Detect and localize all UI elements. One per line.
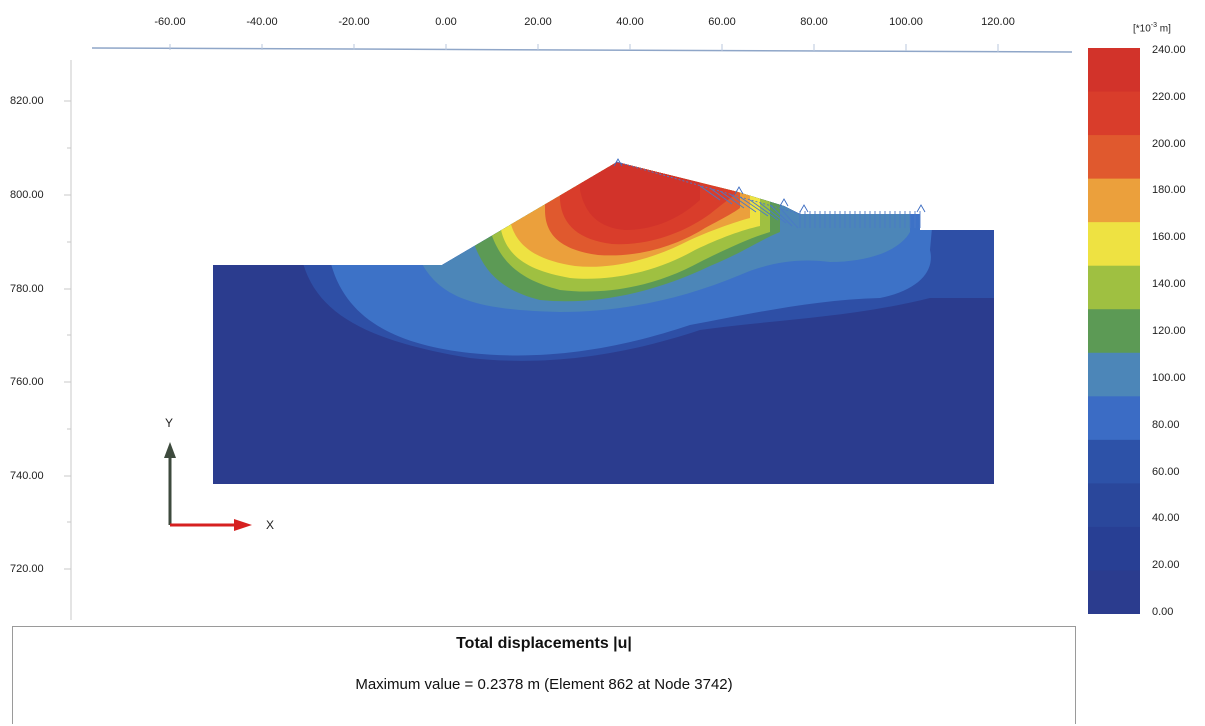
y-tick-label: 740.00 — [10, 470, 44, 482]
triad-y-label: Y — [165, 416, 174, 430]
color-legend-bar — [1088, 48, 1140, 614]
y-tick-label: 780.00 — [10, 283, 44, 295]
left-ruler — [64, 60, 72, 620]
triad-x-label: X — [266, 518, 275, 532]
x-tick-label: -20.00 — [338, 16, 370, 28]
result-info-panel: Total displacements |u| Maximum value = … — [12, 626, 1076, 724]
legend-label: 20.00 — [1152, 559, 1180, 571]
legend-color-band — [1088, 178, 1140, 223]
legend-label: 160.00 — [1152, 231, 1186, 243]
x-tick-label: 20.00 — [524, 16, 552, 28]
load-markers — [613, 158, 926, 213]
y-arrow-icon — [164, 442, 176, 458]
axis-triad — [164, 442, 252, 531]
legend-label: 240.00 — [1152, 44, 1186, 56]
x-tick-label: 100.00 — [889, 16, 923, 28]
legend-label: 60.00 — [1152, 466, 1180, 478]
legend-color-band — [1088, 222, 1140, 267]
legend-color-band — [1088, 439, 1140, 484]
legend-label: 100.00 — [1152, 372, 1186, 384]
x-tick-label: 0.00 — [435, 16, 457, 28]
y-tick-label: 820.00 — [10, 95, 44, 107]
y-tick-label: 720.00 — [10, 563, 44, 575]
legend-label: 120.00 — [1152, 325, 1186, 337]
legend-color-band — [1088, 48, 1140, 93]
legend-color-band — [1088, 526, 1140, 572]
legend-color-band — [1088, 91, 1140, 136]
legend-unit-prefix: [*10 — [1133, 23, 1151, 35]
top-ruler — [91, 44, 1073, 53]
x-tick-label: 120.00 — [981, 16, 1015, 28]
surface-load[interactable] — [613, 158, 926, 229]
legend-color-band — [1088, 483, 1140, 528]
legend-color-band — [1088, 135, 1140, 180]
legend-label: 80.00 — [1152, 419, 1180, 431]
legend-color-band — [1088, 352, 1140, 397]
legend-unit-suffix: m] — [1157, 23, 1171, 35]
result-title: Total displacements |u| — [456, 635, 632, 652]
x-tick-label: 40.00 — [616, 16, 644, 28]
x-tick-label: -40.00 — [246, 16, 278, 28]
legend-label: 40.00 — [1152, 512, 1180, 524]
legend-unit: [*10-3 m] — [1133, 22, 1171, 34]
legend-label: 220.00 — [1152, 91, 1186, 103]
legend-color-band — [1088, 570, 1140, 614]
legend-label: 140.00 — [1152, 278, 1186, 290]
legend-label: 200.00 — [1152, 138, 1186, 150]
y-tick-label: 760.00 — [10, 376, 44, 388]
legend-label: 0.00 — [1152, 606, 1174, 618]
y-tick-label: 800.00 — [10, 189, 44, 201]
x-arrow-icon — [234, 519, 252, 531]
x-tick-label: 60.00 — [708, 16, 736, 28]
legend-color-band — [1088, 309, 1140, 354]
x-tick-label: 80.00 — [800, 16, 828, 28]
legend-color-band — [1088, 265, 1140, 310]
maximum-value-text: Maximum value = 0.2378 m (Element 862 at… — [355, 676, 733, 693]
displacement-contour-model[interactable] — [200, 140, 1010, 500]
legend-color-band — [1088, 396, 1140, 441]
legend-label: 180.00 — [1152, 184, 1186, 196]
legend-unit-exponent: -3 — [1150, 22, 1158, 29]
x-tick-label: -60.00 — [154, 16, 186, 28]
